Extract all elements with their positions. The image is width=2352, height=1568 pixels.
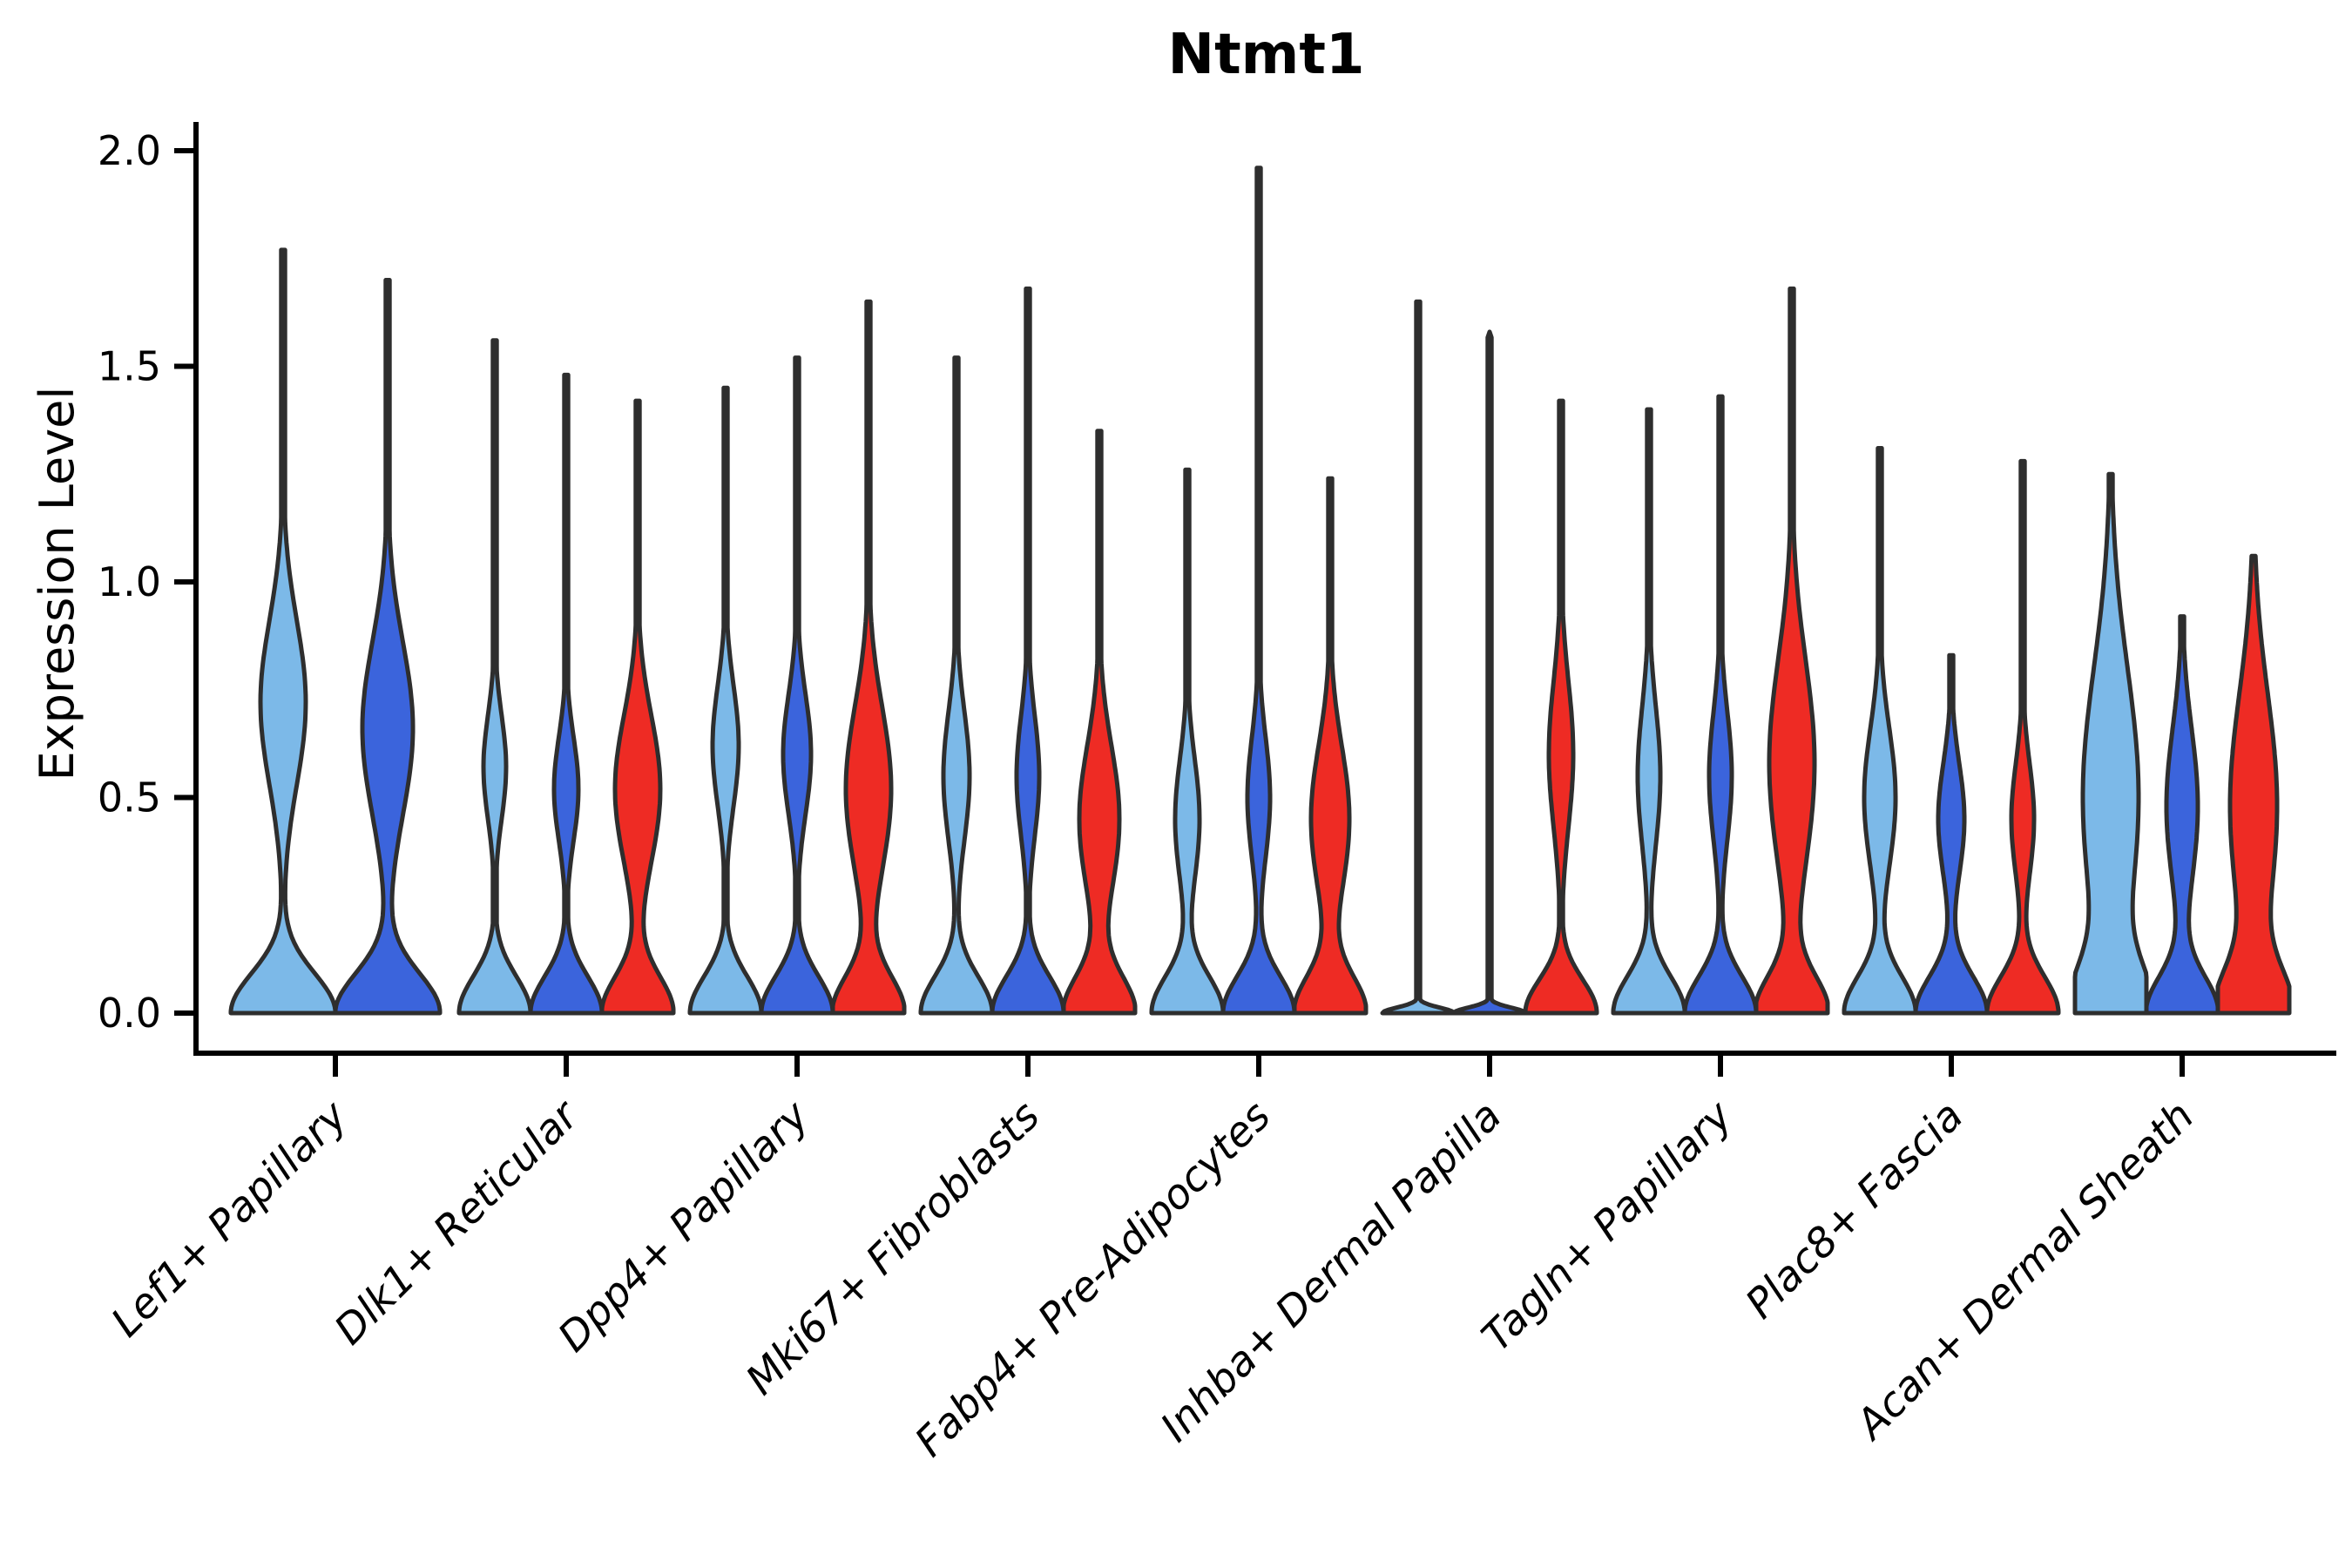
violin-red [1984,458,2061,1016]
x-tick-label: Dlk1+ Reticular [326,1091,590,1355]
violin-dark_blue [1913,652,1990,1016]
violin-dark_blue [333,278,443,1016]
violin-red [599,398,676,1016]
violin-dark_blue [1220,166,1297,1016]
violin-light_blue [918,355,995,1016]
violin-red [1061,429,1138,1016]
violin-light_blue [456,338,533,1016]
violin-dark_blue [1682,394,1759,1016]
violin-red [830,299,907,1016]
x-tick-label: Tagln+ Papillary [1473,1092,1743,1362]
violin-dark_blue [1451,329,1528,1016]
y-tick-label: 1.5 [98,343,161,390]
violin-dark_blue [759,355,835,1016]
x-tick-label: Lef1+ Papillary [102,1092,357,1347]
violin-red [1523,398,1599,1016]
violin-red [1292,476,1369,1016]
violin-dark_blue [2144,614,2220,1016]
y-tick-label: 1.0 [98,558,161,605]
violin-light_blue [1380,299,1456,1016]
violin-light_blue [1149,467,1226,1016]
x-tick-label: Plac8+ Fascia [1736,1092,1972,1328]
violin-red [1754,286,1830,1016]
violin-light_blue [1842,446,1918,1016]
y-tick-label: 0.5 [98,774,161,821]
violin-light_blue [2072,471,2149,1016]
violin-dark_blue [990,286,1066,1016]
violin-red [2215,553,2292,1016]
violin-dark_blue [528,372,605,1016]
y-tick-label: 0.0 [98,990,161,1037]
violin-light_blue [687,385,764,1016]
y-tick-label: 2.0 [98,127,161,174]
violin-light_blue [1611,407,1687,1016]
plot-title: Ntmt1 [1167,23,1365,87]
x-tick-label: Dpp4+ Papillary [549,1092,819,1362]
violin-light_blue [228,247,338,1016]
